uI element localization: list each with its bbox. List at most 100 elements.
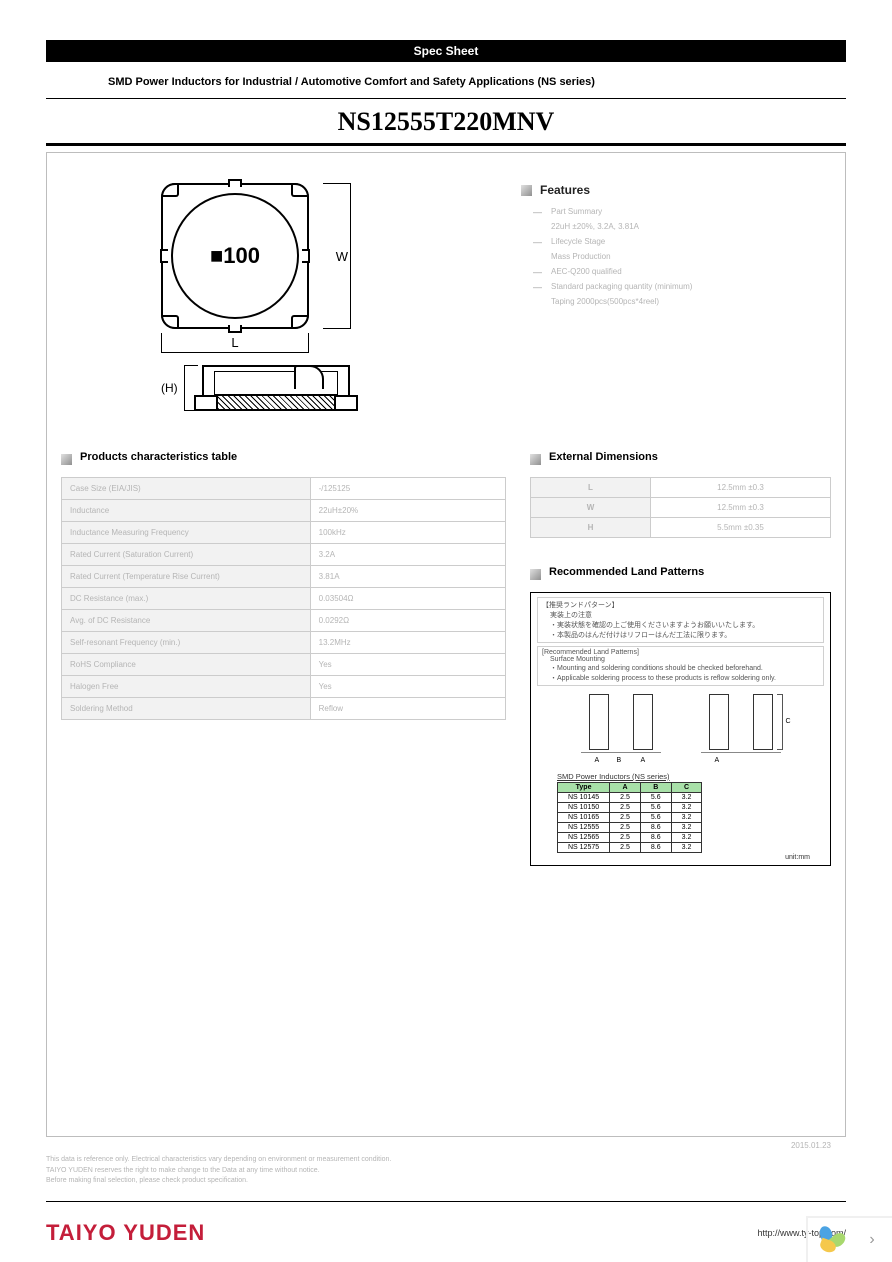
note-line: Surface Mounting: [550, 656, 819, 663]
dimensions-heading-text: External Dimensions: [549, 451, 658, 463]
content-frame: ■100 W L (H): [46, 152, 846, 1137]
cell: 3.2: [671, 833, 702, 843]
table-row: Rated Current (Temperature Rise Current)…: [62, 566, 506, 588]
date-stamp: 2015.01.23: [791, 1141, 831, 1150]
char-value: -/125125: [310, 478, 505, 500]
cell: 3.2: [671, 843, 702, 853]
char-value: Yes: [310, 676, 505, 698]
characteristics-heading: Products characteristics table: [61, 451, 506, 467]
divider: [46, 98, 846, 99]
table-row: Inductance Measuring Frequency100kHz: [62, 522, 506, 544]
table-row: H5.5mm ±0.35: [531, 518, 831, 538]
cell: 5.6: [640, 803, 671, 813]
table-row: NS 101502.55.63.2: [558, 803, 702, 813]
char-label: Inductance Measuring Frequency: [62, 522, 311, 544]
dim-c-label: C: [785, 718, 790, 725]
char-value: 3.2A: [310, 544, 505, 566]
col-header: A: [610, 783, 641, 793]
bullet-icon: [530, 454, 541, 465]
side-view-row: (H): [161, 365, 421, 411]
cell: 8.6: [640, 823, 671, 833]
cell: 2.5: [610, 813, 641, 823]
table-row: NS 101452.55.63.2: [558, 793, 702, 803]
feature-sub: 22uH ±20%, 3.2A, 3.81A: [551, 222, 831, 231]
feature-sub: Taping 2000pcs(500pcs*4reel): [551, 297, 831, 306]
subtitle: SMD Power Inductors for Industrial / Aut…: [46, 76, 846, 88]
col-header: Type: [558, 783, 610, 793]
note-line: ・Mounting and soldering conditions shoul…: [550, 663, 819, 673]
side-view: [202, 365, 350, 411]
dim-label: L: [531, 478, 651, 498]
component-body: ■100: [161, 183, 309, 329]
divider-thick: [46, 143, 846, 146]
cell: 2.5: [610, 843, 641, 853]
char-value: 3.81A: [310, 566, 505, 588]
feature-item: Lifecycle Stage Mass Production: [533, 237, 831, 261]
navigation-corner: ›: [806, 1216, 892, 1262]
feature-head: Part Summary: [551, 207, 831, 216]
characteristics-column: Products characteristics table Case Size…: [61, 451, 506, 866]
cell: 3.2: [671, 823, 702, 833]
pads-left: A B A: [581, 694, 661, 764]
table-row: DC Resistance (max.)0.03504Ω: [62, 588, 506, 610]
mid-row: Products characteristics table Case Size…: [61, 451, 831, 866]
feature-head: Lifecycle Stage: [551, 237, 831, 246]
disclaimer-line: TAIYO YUDEN reserves the right to make c…: [46, 1166, 846, 1177]
dim-label: H: [531, 518, 651, 538]
col-header: B: [640, 783, 671, 793]
char-value: Yes: [310, 654, 505, 676]
cell: 8.6: [640, 843, 671, 853]
cell: NS 10145: [558, 793, 610, 803]
dimensions-table: L12.5mm ±0.3W12.5mm ±0.3H5.5mm ±0.35: [530, 477, 831, 538]
cell: 2.5: [610, 833, 641, 843]
char-label: Rated Current (Saturation Current): [62, 544, 311, 566]
dim-value: 12.5mm ±0.3: [651, 478, 831, 498]
char-value: 22uH±20%: [310, 500, 505, 522]
dim-label: W: [531, 498, 651, 518]
cell: NS 10150: [558, 803, 610, 813]
cell: 2.5: [610, 793, 641, 803]
dim-a-label: A: [595, 757, 600, 764]
char-label: Soldering Method: [62, 698, 311, 720]
dim-l-bracket: L: [161, 333, 309, 353]
feature-head: Standard packaging quantity (minimum): [551, 282, 831, 291]
pad-diagram: A B A C A: [537, 694, 824, 764]
cell: NS 12565: [558, 833, 610, 843]
feature-item: Standard packaging quantity (minimum) Tap…: [533, 282, 831, 306]
disclaimer-line: Before making final selection, please ch…: [46, 1176, 846, 1187]
char-label: Case Size (EIA/JIS): [62, 478, 311, 500]
table-row: NS 125552.58.63.2: [558, 823, 702, 833]
feature-item: Part Summary 22uH ±20%, 3.2A, 3.81A: [533, 207, 831, 231]
feature-sub: Mass Production: [551, 252, 831, 261]
petal-icon[interactable]: [808, 1218, 852, 1262]
char-value: 0.0292Ω: [310, 610, 505, 632]
table-row: Avg. of DC Resistance0.0292Ω: [62, 610, 506, 632]
dimensions-heading: External Dimensions: [530, 451, 831, 467]
table-row: NS 125652.58.63.2: [558, 833, 702, 843]
note-line: ・Applicable soldering process to these p…: [550, 673, 819, 683]
char-label: Inductance: [62, 500, 311, 522]
dim-a-label: A: [641, 757, 646, 764]
cell: 5.6: [640, 793, 671, 803]
cell: NS 12555: [558, 823, 610, 833]
cell: 2.5: [610, 823, 641, 833]
cell: 3.2: [671, 793, 702, 803]
page: Spec Sheet SMD Power Inductors for Indus…: [0, 0, 892, 1246]
disclaimer-line: This data is reference only. Electrical …: [46, 1155, 846, 1166]
bullet-icon: [61, 454, 72, 465]
top-view: ■100 W: [161, 183, 421, 329]
char-value: 100kHz: [310, 522, 505, 544]
bullet-icon: [530, 569, 541, 580]
char-label: Self-resonant Frequency (min.): [62, 632, 311, 654]
unit-label: unit:mm: [537, 854, 810, 861]
dim-a-label: A: [715, 757, 720, 764]
part-number-title: NS12555T220MNV: [46, 105, 846, 143]
dim-h-label: (H): [161, 381, 178, 395]
char-label: Avg. of DC Resistance: [62, 610, 311, 632]
note-line: 実装上の注意: [550, 610, 819, 620]
chevron-right-icon[interactable]: ›: [852, 1218, 892, 1262]
component-drawing: ■100 W L (H): [161, 183, 421, 411]
note-line: ・本製品のはんだ付けはリフローはんだ工法に限ります。: [550, 630, 819, 640]
table-row: L12.5mm ±0.3: [531, 478, 831, 498]
dim-value: 12.5mm ±0.3: [651, 498, 831, 518]
